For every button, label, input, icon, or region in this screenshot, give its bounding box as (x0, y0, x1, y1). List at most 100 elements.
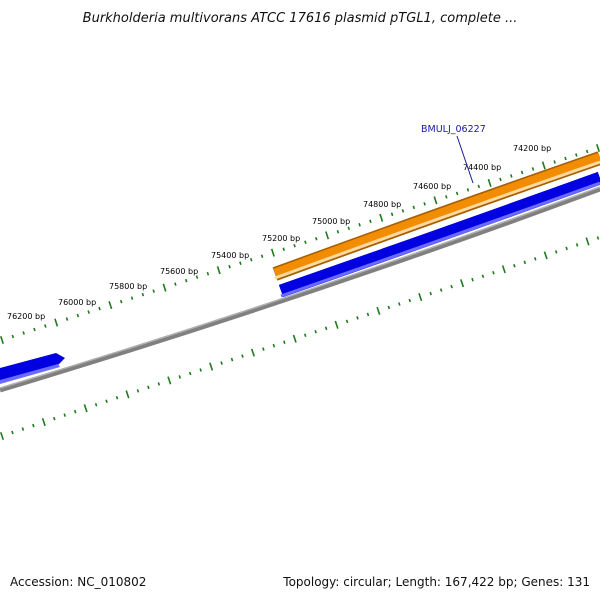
inner-tick-minor (575, 243, 579, 247)
tick-label: 75400 bp (211, 251, 249, 260)
outer-tick-minor (390, 212, 394, 217)
inner-tick-major (250, 348, 255, 357)
outer-tick-minor (445, 195, 448, 199)
outer-tick-minor (455, 191, 459, 196)
backbone-arc (0, 186, 600, 393)
inner-tick-major (543, 251, 548, 260)
inner-tick-minor (324, 326, 328, 331)
outer-tick-minor (575, 153, 578, 157)
outer-tick-minor (206, 271, 210, 276)
outer-tick-minor (412, 205, 416, 210)
summary-text: Topology: circular; Length: 167,422 bp; … (283, 575, 590, 589)
outer-tick-major (379, 213, 384, 222)
outer-tick-minor (65, 317, 69, 321)
inner-tick-minor (481, 274, 485, 278)
inner-tick-minor (241, 354, 244, 358)
gene-arrow-left[interactable] (0, 353, 65, 384)
outer-tick-minor (304, 240, 307, 245)
outer-tick-minor (336, 230, 340, 234)
inner-tick-major (418, 293, 423, 302)
tick-label: 74200 bp (513, 144, 551, 153)
outer-tick-minor (119, 299, 123, 304)
outer-tick-minor (33, 327, 36, 332)
outer-tick-major (596, 143, 600, 153)
inner-tick-minor (283, 340, 286, 344)
outer-tick-major (162, 283, 167, 292)
outer-tick-minor (195, 275, 199, 279)
outer-tick-minor (249, 257, 253, 262)
outer-tick-major (325, 231, 330, 240)
outer-tick-major (270, 248, 275, 257)
inner-tick-minor (147, 385, 150, 390)
tick-label: 76200 bp (7, 312, 45, 321)
outer-tick-major (541, 161, 546, 170)
tick-label: 74600 bp (413, 182, 451, 191)
outer-tick-minor (510, 174, 513, 178)
outer-tick-labels: 76200 bp 76000 bp 75800 bp 75600 bp 75400 bp… (7, 144, 551, 321)
inner-tick-major (501, 265, 506, 274)
inner-tick-major (125, 390, 130, 399)
inner-tick-minor (356, 316, 359, 320)
inner-tick-minor (53, 416, 56, 421)
outer-tick-minor (130, 296, 134, 300)
inner-tick-minor (314, 330, 317, 334)
outer-tick-minor (520, 170, 524, 175)
inner-tick-minor (21, 427, 25, 431)
outer-tick-minor (282, 247, 285, 252)
inner-tick-minor (157, 382, 161, 386)
inner-tick-minor (94, 402, 98, 407)
tick-label: 75200 bp (262, 234, 300, 243)
gene-label[interactable]: BMULJ_06227 (421, 124, 486, 135)
outer-tick-major (0, 335, 4, 345)
inner-tick-minor (178, 375, 182, 379)
outer-tick-minor (477, 184, 481, 189)
inner-tick-minor (523, 260, 527, 265)
outer-tick-major (487, 178, 492, 187)
outer-tick-minor (466, 188, 470, 192)
inner-tick-minor (11, 430, 14, 435)
inner-tick-major (41, 418, 46, 427)
inner-tick-minor (345, 319, 349, 324)
inner-tick-minor (492, 270, 495, 275)
inner-tick-minor (32, 423, 35, 428)
outer-tick-minor (228, 264, 231, 269)
inner-tick-major (292, 334, 297, 343)
inner-tick-minor (398, 302, 401, 306)
inner-tick-minor (565, 246, 568, 251)
inner-tick-major (209, 362, 214, 371)
inner-tick-major (585, 237, 590, 246)
gene-reverse-arc[interactable] (278, 171, 600, 298)
gene-forward-arc[interactable] (272, 151, 600, 281)
inner-tick-ring (0, 236, 600, 441)
outer-tick-minor (564, 156, 567, 161)
outer-tick-minor (260, 254, 264, 258)
outer-tick-ring (0, 143, 600, 345)
inner-tick-minor (220, 361, 223, 365)
tick-label: 76000 bp (58, 298, 96, 307)
outer-tick-major (54, 318, 59, 327)
tick-label: 75000 bp (312, 217, 350, 226)
inner-tick-minor (199, 368, 202, 372)
outer-tick-minor (141, 292, 145, 297)
outer-tick-minor (347, 226, 351, 231)
map-title: Burkholderia multivorans ATCC 17616 plas… (82, 11, 518, 26)
tick-label: 74400 bp (463, 163, 501, 172)
gene-label-leader (456, 135, 474, 184)
tick-label: 75600 bp (160, 267, 198, 276)
outer-tick-minor (152, 289, 155, 293)
inner-tick-major (460, 279, 465, 288)
outer-tick-major (433, 196, 438, 205)
inner-tick-minor (387, 305, 391, 310)
outer-tick-major (216, 266, 221, 275)
outer-tick-minor (423, 202, 426, 206)
outer-tick-minor (531, 167, 535, 171)
inner-tick-minor (105, 399, 108, 404)
outer-tick-minor (358, 223, 361, 227)
inner-tick-minor (230, 357, 234, 362)
outer-tick-minor (11, 334, 15, 339)
outer-tick-major (108, 301, 113, 310)
tick-label: 75800 bp (109, 282, 147, 291)
inner-tick-minor (429, 291, 432, 296)
outer-tick-minor (22, 331, 25, 335)
outer-tick-minor (499, 177, 502, 182)
